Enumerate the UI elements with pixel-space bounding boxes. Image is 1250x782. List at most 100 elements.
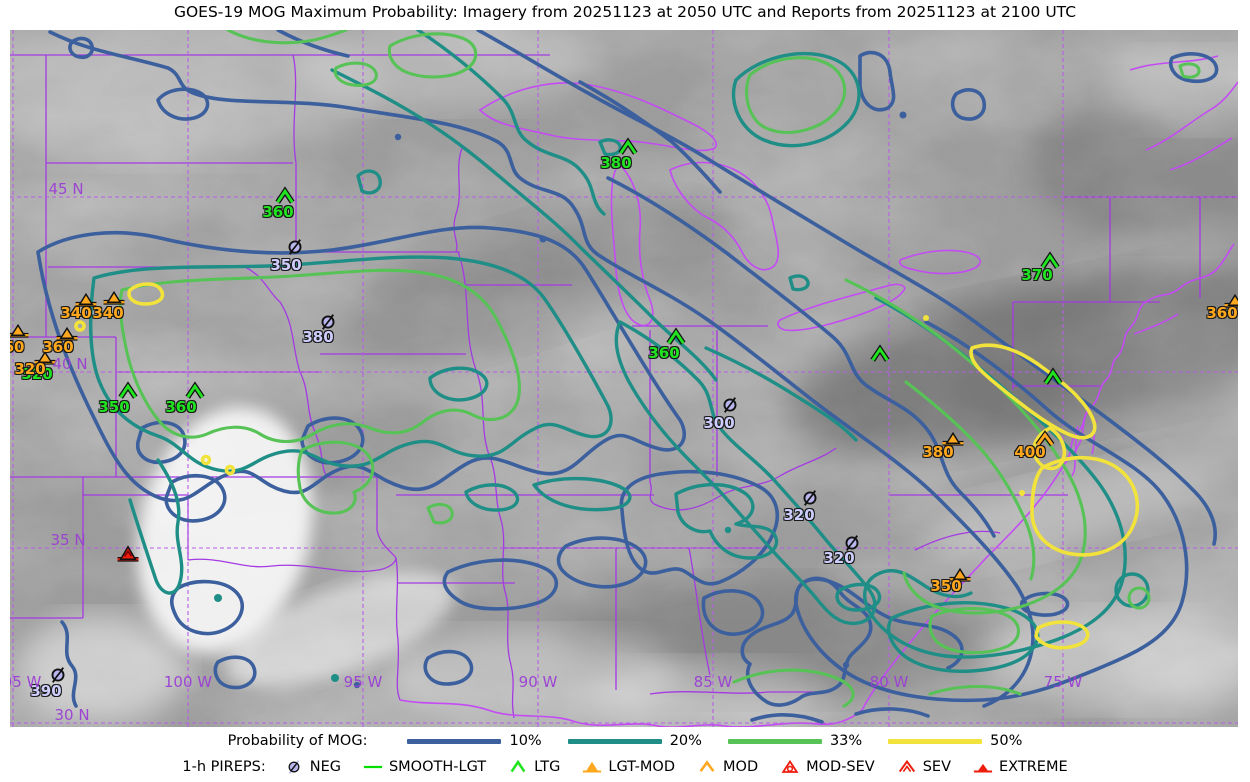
probability-color-line xyxy=(567,738,662,744)
flight-level-label: 380 xyxy=(600,154,632,172)
pirep-legend-item: EXTREME xyxy=(973,757,1068,777)
latlon-label: 35 N xyxy=(50,531,86,549)
lgtmod-pirep-symbol xyxy=(949,563,972,586)
lgtmod-pirep-symbol xyxy=(103,286,126,309)
pirep-layer xyxy=(10,30,1238,727)
flight-level-label: 360 xyxy=(42,338,74,356)
ltg-pirep-symbol xyxy=(184,381,207,404)
pirep-type-label: MOD xyxy=(723,759,759,775)
latlon-label: 80 W xyxy=(869,673,909,691)
lgtmod-pirep-symbol xyxy=(10,319,30,342)
probability-color-line xyxy=(407,738,502,744)
neg-pirep-symbol xyxy=(841,532,864,555)
flight-level-label: 380 xyxy=(922,443,954,461)
pirep-legend-item: MOD-SEV xyxy=(780,757,875,777)
contour-33pct xyxy=(118,30,1201,708)
flight-level-label: 360 xyxy=(165,398,197,416)
latlon-label: 40 N xyxy=(52,355,88,373)
ltg-pirep-symbol xyxy=(117,381,140,404)
ltg-pirep-symbol xyxy=(665,327,688,350)
mod-pirep-icon xyxy=(697,757,717,777)
latlon-label: 95 W xyxy=(343,673,383,691)
probability-color-line xyxy=(888,738,983,744)
neg-pirep-symbol xyxy=(47,664,70,687)
pirep-type-label: NEG xyxy=(309,759,341,775)
latlon-label: 90 W xyxy=(518,673,558,691)
probability-legend-item: 10% xyxy=(407,733,542,749)
pirep-legend-item: SMOOTH-LGT xyxy=(363,757,486,777)
pirep-type-label: LTG xyxy=(534,759,561,775)
flight-level-label: 320 xyxy=(14,360,46,378)
flight-level-label: 360 xyxy=(262,203,294,221)
pirep-legend: 1-h PIREPS: NEG SMOOTH-LGT LTG LGT-MOD MOD … xyxy=(0,757,1250,777)
probability-color-line xyxy=(727,738,822,744)
pirep-legend-item: MOD xyxy=(697,757,758,777)
flight-level-label: 350 xyxy=(98,398,130,416)
page-title: GOES-19 MOG Maximum Probability: Imagery… xyxy=(173,3,1077,21)
flight-level-label: 320 xyxy=(823,549,855,567)
contour-50pct xyxy=(74,282,1140,650)
latlon-label: 45 N xyxy=(48,180,84,198)
pirep-type-label: MOD-SEV xyxy=(806,759,875,775)
pirep-type-label: LGT-MOD xyxy=(608,759,676,775)
pirep-type-label: EXTREME xyxy=(999,759,1068,775)
modsev-pirep-symbol xyxy=(117,542,140,565)
pirep-legend-title: 1-h PIREPS: xyxy=(182,759,266,775)
lgtmod-pirep-icon xyxy=(582,757,602,777)
flight-level-label: 320 xyxy=(783,506,815,524)
probability-legend-item: 50% xyxy=(888,733,1022,749)
lgtmod-pirep-symbol xyxy=(942,427,965,450)
pirep-type-label: SMOOTH-LGT xyxy=(388,759,487,775)
pirep-legend-item: SEV xyxy=(897,757,951,777)
flight-level-label: 340 xyxy=(60,304,92,322)
ltg-pirep-symbol xyxy=(1039,251,1062,274)
probability-level-label: 10% xyxy=(509,733,542,749)
neg-pirep-symbol xyxy=(284,236,307,259)
pirep-legend-item: LGT-MOD xyxy=(582,757,675,777)
probability-legend-items: 10% 20% 33% 50% xyxy=(381,733,1022,749)
pirep-legend-item: LTG xyxy=(508,757,560,777)
flight-level-label: 400 xyxy=(1014,443,1046,461)
pirep-legend-items: NEG SMOOTH-LGT LTG LGT-MOD MOD MOD-SEV SEV … xyxy=(284,757,1068,777)
satellite-imagery-canvas xyxy=(10,30,1238,727)
latlon-label: 05 W xyxy=(10,673,42,691)
flight-level-label: 390 xyxy=(30,682,62,700)
latlon-label-layer: 45 N 40 N 35 N 30 N 05 W 100 W 95 W 90 W 85 W 80 … xyxy=(10,30,1238,727)
lgtmod-pirep-symbol xyxy=(1224,289,1238,312)
ltg-pirep-symbol xyxy=(274,186,297,209)
probability-legend-item: 20% xyxy=(567,733,702,749)
pirep-legend-item: NEG xyxy=(284,757,341,777)
flight-level-label: 360 xyxy=(1206,304,1238,322)
flight-level-label: 360 xyxy=(648,344,680,362)
latlon-label: 75 W xyxy=(1043,673,1083,691)
latlon-label: 100 W xyxy=(163,673,213,691)
probability-legend: Probability of MOG: 10% 20% 33% 50% xyxy=(0,733,1250,749)
extreme-pirep-icon xyxy=(973,757,993,777)
latlon-label: 30 N xyxy=(54,706,90,724)
mod-pirep-symbol xyxy=(1034,429,1057,452)
lgtmod-pirep-symbol xyxy=(75,288,98,311)
latlon-label: 85 W xyxy=(693,673,733,691)
flight-level-label-layer: 360 380 360 370 350 360 320 350 380 300 320 320 390 3… xyxy=(10,30,1238,727)
probability-level-label: 20% xyxy=(669,733,702,749)
flight-level-label: 320 xyxy=(21,365,53,383)
ltg-pirep-icon xyxy=(508,757,528,777)
flight-level-label: 300 xyxy=(703,414,735,432)
flight-level-label: 380 xyxy=(302,328,334,346)
neg-pirep-symbol xyxy=(317,311,340,334)
probability-level-label: 50% xyxy=(990,733,1023,749)
sev-pirep-icon xyxy=(897,757,917,777)
probability-legend-title: Probability of MOG: xyxy=(227,733,368,749)
lgtmod-pirep-symbol xyxy=(56,322,79,345)
lgtmod-pirep-symbol xyxy=(34,346,57,369)
probability-level-label: 33% xyxy=(829,733,863,749)
neg-pirep-symbol xyxy=(799,487,822,510)
modsev-pirep-icon xyxy=(780,757,800,777)
pirep-type-label: SEV xyxy=(922,759,952,775)
satellite-map: 360 380 360 370 350 360 320 350 380 300 320 320 390 3… xyxy=(10,30,1238,727)
smooth-pirep-icon xyxy=(363,757,383,777)
neg-pirep-symbol xyxy=(719,394,742,417)
ltg-pirep-symbol xyxy=(869,344,892,367)
ltg-pirep-symbol xyxy=(1042,367,1065,390)
